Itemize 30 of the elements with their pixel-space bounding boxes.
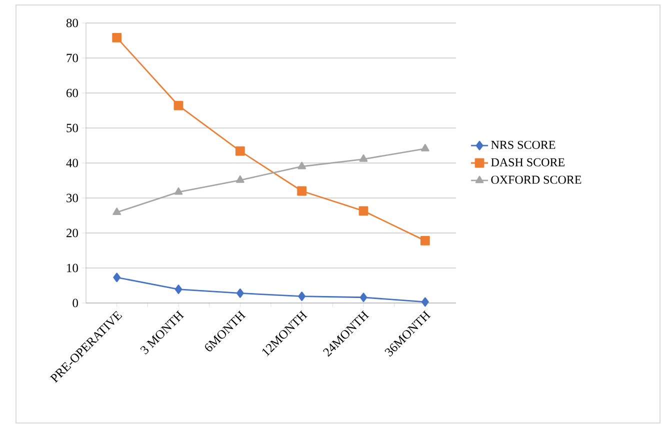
legend-label: OXFORD SCORE (491, 176, 582, 184)
point (235, 146, 245, 156)
point (236, 175, 244, 183)
y-tick-label: 0 (72, 298, 78, 308)
point (298, 292, 306, 302)
y-tick-label: 70 (66, 54, 78, 62)
point (359, 154, 368, 162)
point (174, 100, 184, 110)
point (358, 206, 368, 216)
point (236, 288, 244, 298)
y-tick-label: 10 (67, 264, 78, 272)
point (112, 208, 121, 216)
point (174, 284, 182, 294)
y-tick-label: 50 (66, 124, 78, 132)
point (297, 186, 307, 196)
point (420, 144, 430, 152)
legend-label: DASH SCORE (491, 158, 564, 166)
point (420, 236, 430, 246)
point (421, 297, 429, 307)
y-tick-label: 20 (66, 228, 78, 238)
y-tick-label: 40 (66, 158, 78, 168)
legend-label: NRS SCORE (491, 140, 556, 149)
y-tick-label: 60 (66, 88, 78, 98)
point (112, 33, 122, 42)
point (174, 187, 183, 195)
point (360, 292, 368, 302)
y-tick-label: 80 (66, 18, 78, 28)
point (298, 162, 306, 170)
point (113, 272, 121, 282)
y-tick-label: 30 (66, 194, 78, 202)
